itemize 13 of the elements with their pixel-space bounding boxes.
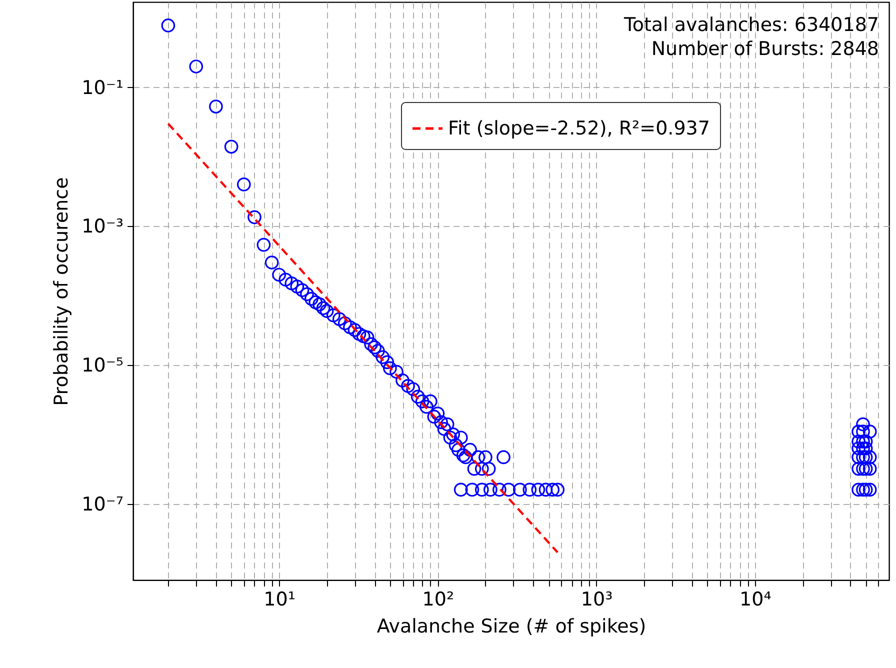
annotation: Number of Bursts: 2848 xyxy=(651,38,879,60)
x-axis-title: Avalanche Size (# of spikes) xyxy=(376,616,646,638)
x-tick-label: 10² xyxy=(422,588,454,610)
y-tick-label: 10⁻³ xyxy=(82,216,124,238)
x-tick-label: 10⁴ xyxy=(740,588,772,610)
y-tick-label: 10⁻⁷ xyxy=(82,493,124,516)
x-tick-label: 10³ xyxy=(580,588,613,610)
x-tick-label: 10¹ xyxy=(264,588,296,610)
y-tick-label: 10⁻¹ xyxy=(82,76,124,99)
annotation: Total avalanches: 6340187 xyxy=(622,14,879,36)
y-tick-label: 10⁻⁵ xyxy=(82,354,124,377)
y-axis-title: Probability of occurence xyxy=(50,177,73,406)
legend-label: Fit (slope=-2.52), R²=0.937 xyxy=(448,118,710,140)
